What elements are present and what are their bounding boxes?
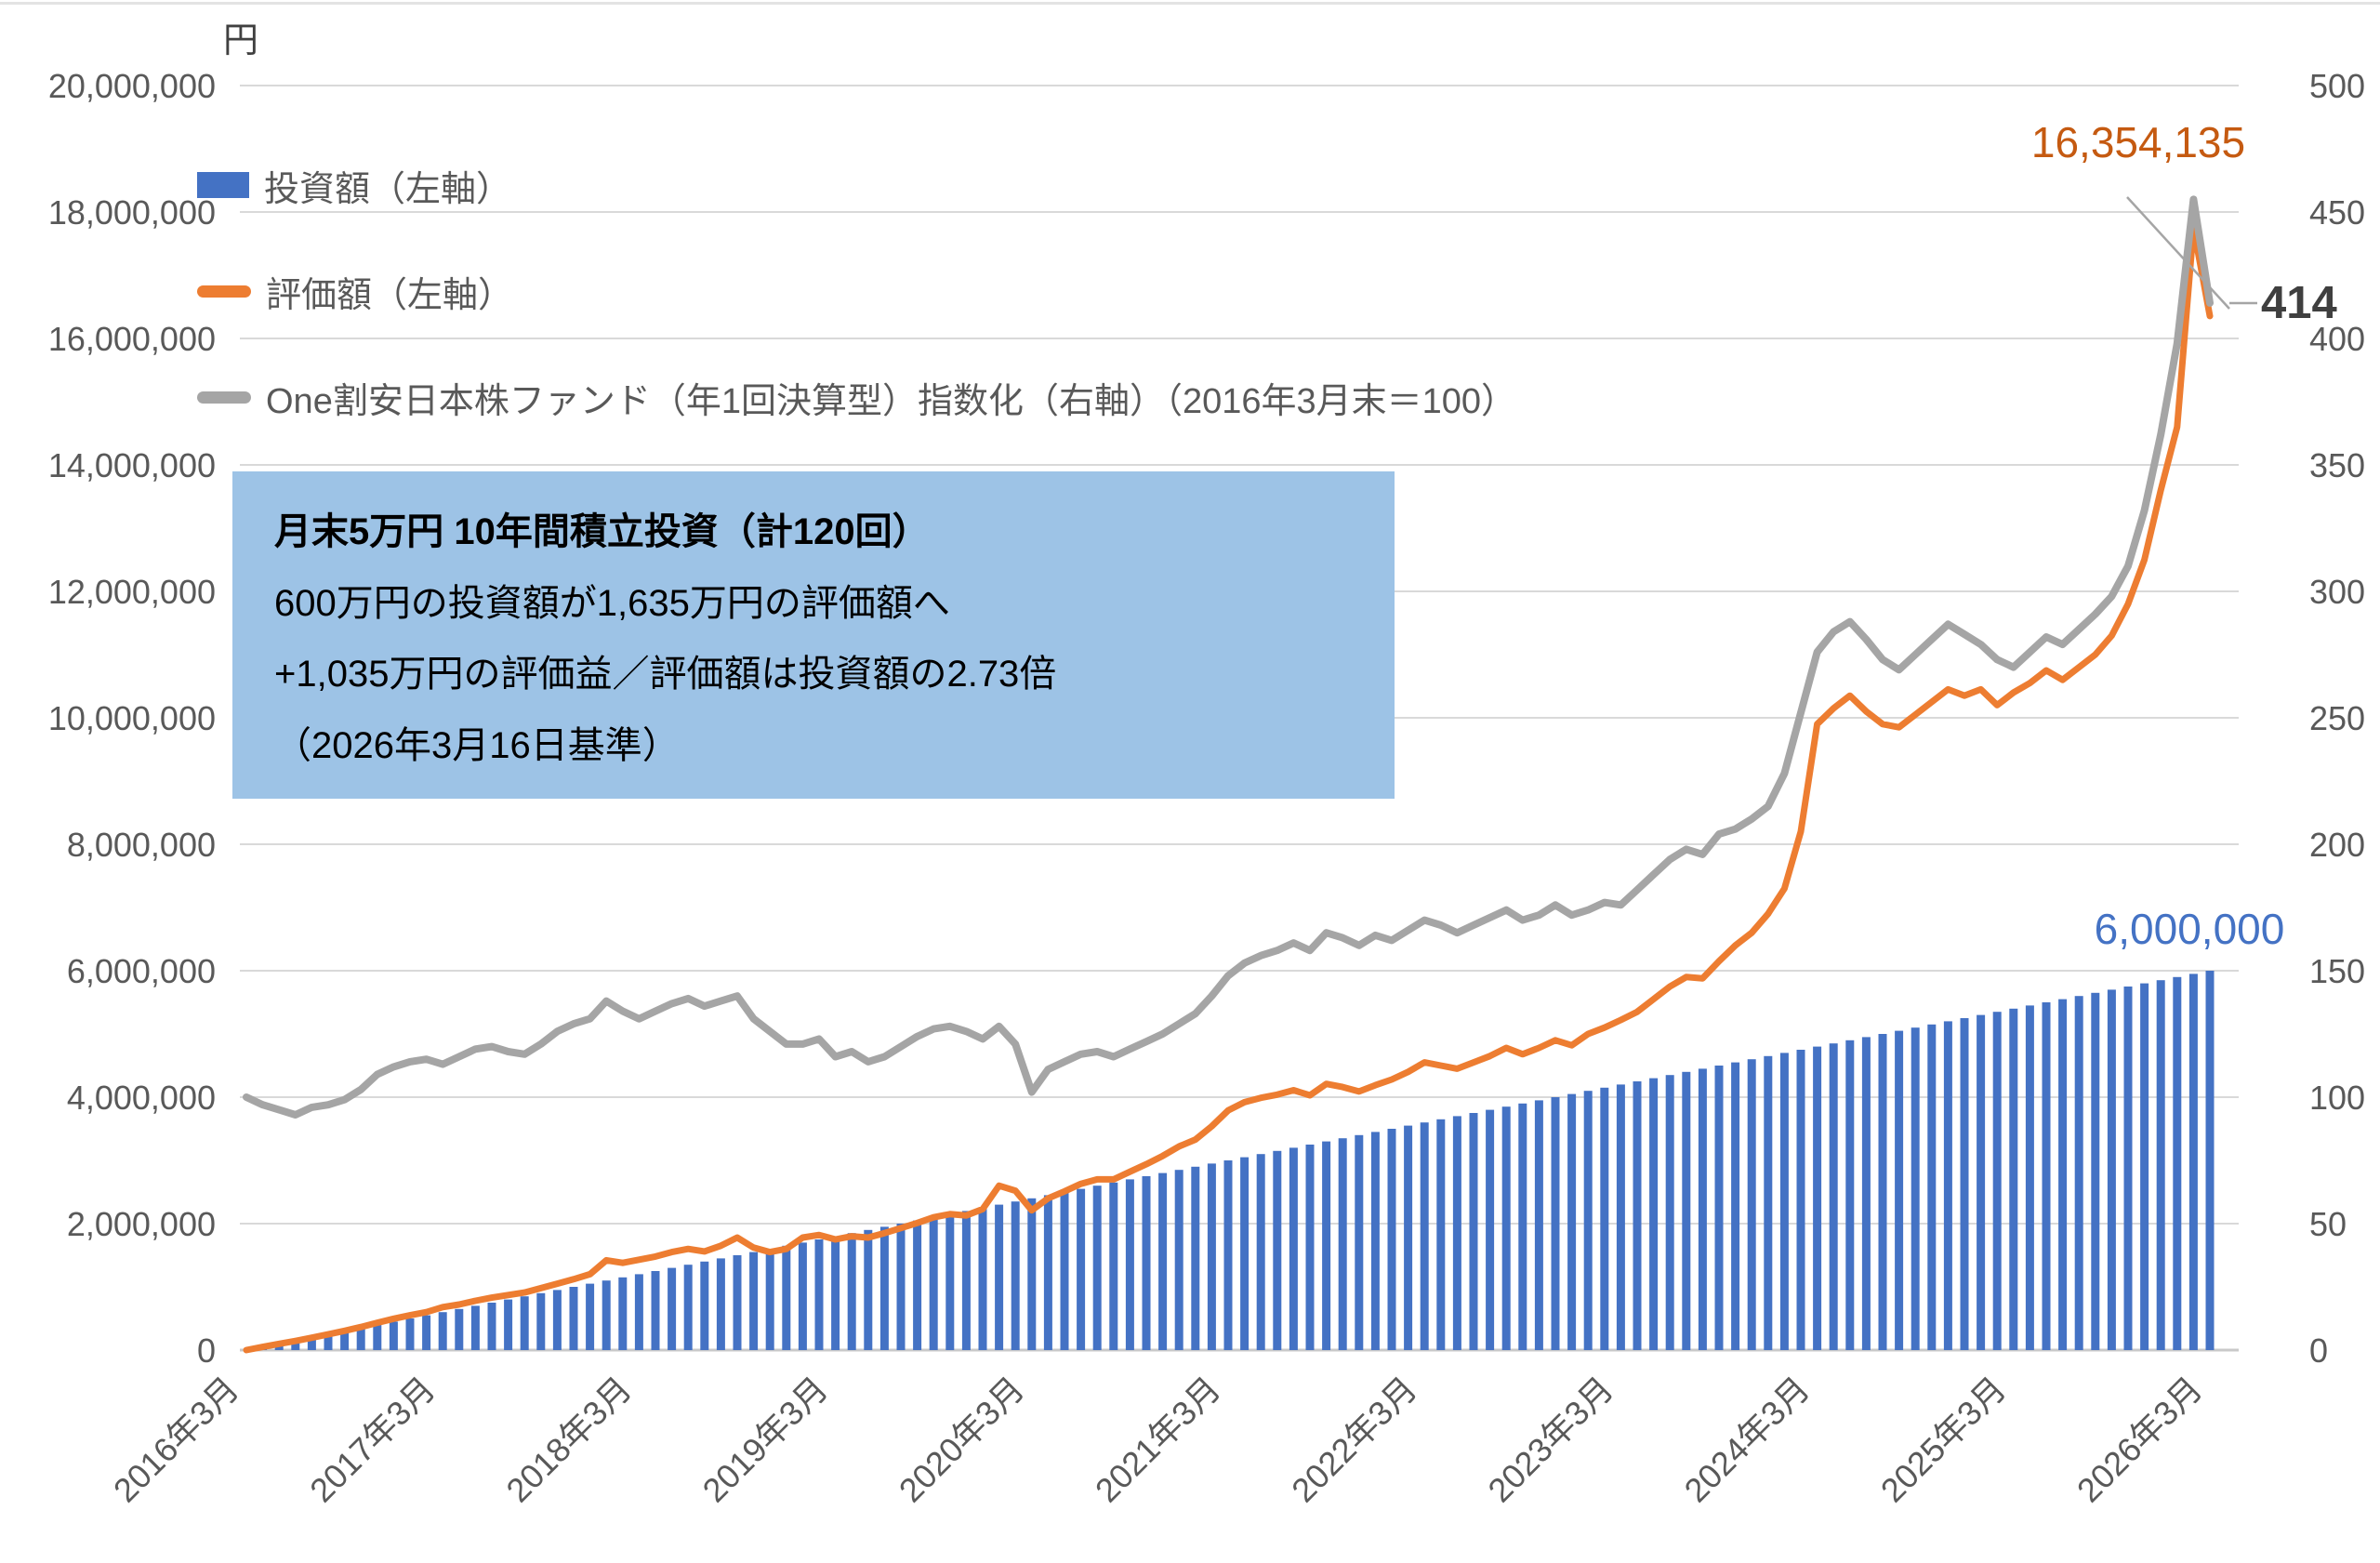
svg-text:400: 400: [2309, 320, 2365, 358]
svg-text:4,000,000: 4,000,000: [67, 1079, 216, 1117]
investment-end-data-label: 6,000,000: [2094, 905, 2285, 953]
index-end-data-label: 414: [2261, 278, 2337, 328]
svg-text:2017年3月: 2017年3月: [302, 1370, 443, 1510]
svg-text:12,000,000: 12,000,000: [48, 573, 216, 611]
legend-label-investment: 投資額（左軸）: [264, 169, 512, 209]
svg-text:2023年3月: 2023年3月: [1480, 1370, 1620, 1510]
valuation-end-data-label: 16,354,135: [2030, 118, 2246, 166]
svg-text:50: 50: [2309, 1205, 2347, 1243]
index-line-swatch: [197, 391, 251, 404]
svg-text:18,000,000: 18,000,000: [48, 193, 216, 232]
svg-text:16,000,000: 16,000,000: [48, 320, 216, 358]
svg-text:300: 300: [2309, 573, 2365, 611]
investment-bar-swatch: [197, 172, 249, 198]
axis-tick-labels: 0 0 2,000,000 50 4,000,000 100 6,000,000 150 8,0…: [48, 67, 2365, 1370]
svg-text:450: 450: [2309, 193, 2365, 232]
investment-bars: [258, 971, 2215, 1350]
svg-text:200: 200: [2309, 826, 2365, 864]
left-axis-unit-label: 円: [223, 21, 259, 60]
legend-label-index: One割安日本株ファンド（年1回決算型）指数化（右軸）（2016年3月末＝100…: [266, 381, 1517, 421]
svg-text:2025年3月: 2025年3月: [1873, 1370, 2014, 1510]
legend-item-investment: 投資額（左軸）: [197, 167, 511, 209]
svg-text:2024年3月: 2024年3月: [1677, 1370, 1818, 1510]
info-box-line-basis-date: （2026年3月16日基準）: [274, 724, 680, 766]
info-box-line-invested-to-value: 600万円の投資額が1,635万円の評価額へ: [274, 582, 950, 624]
valuation-line: [243, 224, 2214, 1354]
data-label-leader-lines: [2126, 196, 2257, 310]
index-line: [243, 195, 2214, 1119]
svg-text:350: 350: [2309, 446, 2365, 484]
svg-text:8,000,000: 8,000,000: [67, 826, 216, 864]
svg-text:2019年3月: 2019年3月: [695, 1370, 836, 1510]
top-border-line: [0, 2, 2380, 5]
svg-text:0: 0: [197, 1331, 216, 1370]
svg-text:2021年3月: 2021年3月: [1088, 1370, 1228, 1510]
svg-text:500: 500: [2309, 67, 2365, 105]
svg-text:2016年3月: 2016年3月: [106, 1370, 246, 1510]
svg-text:2020年3月: 2020年3月: [892, 1370, 1032, 1510]
legend-label-valuation: 評価額（左軸）: [266, 275, 514, 315]
svg-text:2026年3月: 2026年3月: [2069, 1370, 2210, 1510]
svg-text:100: 100: [2309, 1079, 2365, 1117]
valuation-line-swatch: [197, 285, 251, 298]
x-axis-labels: 2016年3月 2017年3月 2018年3月 2019年3月 2020年3月 2021年…: [106, 1370, 2210, 1510]
info-box-line-gain-multiple: +1,035万円の評価益／評価額は投資額の2.73倍: [274, 654, 1057, 695]
summary-info-box: 月末5万円 10年間積立投資（計120回） 600万円の投資額が1,635万円の…: [232, 471, 1395, 799]
info-box-title: 月末5万円 10年間積立投資（計120回）: [274, 511, 930, 553]
svg-text:20,000,000: 20,000,000: [48, 67, 216, 105]
legend-item-valuation: 評価額（左軸）: [197, 273, 513, 315]
svg-text:14,000,000: 14,000,000: [48, 446, 216, 484]
svg-text:10,000,000: 10,000,000: [48, 699, 216, 737]
svg-text:250: 250: [2309, 699, 2365, 737]
svg-text:2,000,000: 2,000,000: [67, 1205, 216, 1243]
legend-item-index: One割安日本株ファンド（年1回決算型）指数化（右軸）（2016年3月末＝100…: [197, 379, 1516, 421]
svg-text:2018年3月: 2018年3月: [498, 1370, 639, 1510]
svg-text:6,000,000: 6,000,000: [67, 952, 216, 990]
svg-text:0: 0: [2309, 1331, 2328, 1370]
svg-text:2022年3月: 2022年3月: [1284, 1370, 1424, 1510]
svg-text:150: 150: [2309, 952, 2365, 990]
